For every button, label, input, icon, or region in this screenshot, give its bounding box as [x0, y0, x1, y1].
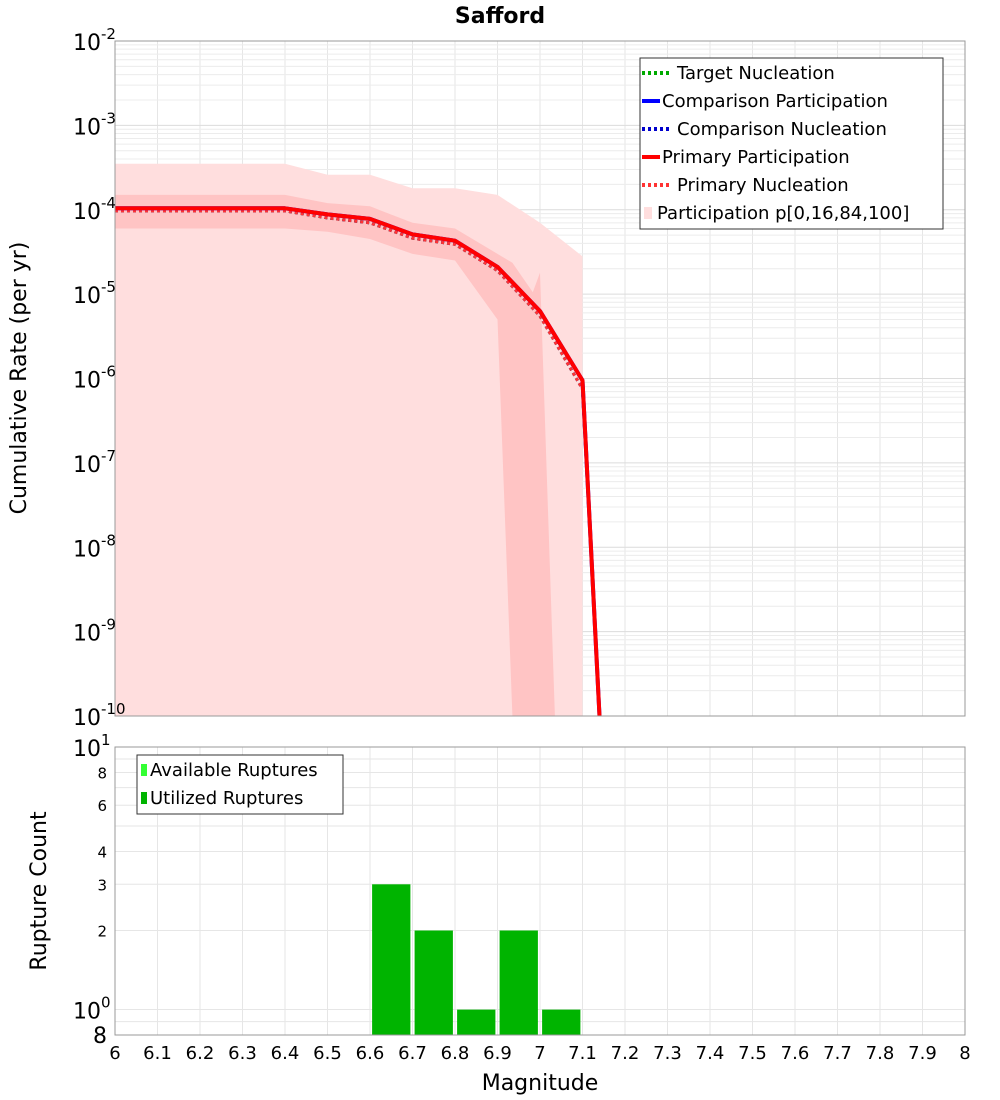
rate-y-tick-label: 10-5 [73, 278, 116, 309]
count-y-tick-label: 4 [97, 843, 107, 861]
rate-y-tick-exponent: -3 [101, 109, 116, 127]
rate-chart: Safford 10-210-310-410-510-610-710-810-9… [7, 4, 966, 731]
rate-y-ticks: 10-210-310-410-510-610-710-810-910-10 [73, 25, 126, 731]
x-tick-label: 7.8 [866, 1043, 895, 1064]
rate-y-tick-exponent: -4 [101, 194, 116, 212]
legend-label: Target Nucleation [676, 63, 835, 84]
legend-label: Primary Nucleation [677, 175, 849, 196]
count-x-ticks: 6 6.1 6.2 6.3 6.4 6.5 6.6 6.7 6.8 6.9 7 7.1 7.2 7.3 7.… [109, 1043, 970, 1064]
participation-band-outer [115, 163, 604, 717]
x-tick-label: 6.4 [271, 1043, 300, 1064]
series-line-primary-participation [115, 206, 602, 717]
rate-y-tick-exponent: -9 [101, 616, 116, 634]
count-y-tick-label: 3 [97, 876, 107, 894]
rate-y-tick-base: 10 [73, 200, 101, 225]
count-y-tick-label: 2 [97, 923, 107, 941]
rate-y-tick-base: 10 [73, 453, 101, 478]
rate-y-tick-base: 10 [73, 537, 101, 562]
legend-swatch-available-ruptures [141, 764, 147, 776]
rate-y-tick-base: 10 [73, 706, 101, 731]
x-tick-label: 7.2 [611, 1043, 640, 1064]
count-y-tick-label: 8 [97, 764, 107, 782]
count-y-tick-power-label: 100 [73, 994, 111, 1025]
legend-label: Available Ruptures [150, 760, 318, 781]
x-tick-label: 8 [959, 1043, 970, 1064]
rate-y-tick-exponent: -2 [101, 25, 116, 43]
bar-utilized-ruptures [542, 1009, 581, 1035]
rate-plot-frame [114, 40, 966, 717]
rate-y-tick-label: 10-6 [73, 363, 116, 394]
rate-y-tick-label: 10-4 [73, 194, 116, 225]
x-tick-label: 7.1 [568, 1043, 597, 1064]
x-tick-label: 6.1 [143, 1043, 172, 1064]
rate-y-tick-base: 10 [73, 284, 101, 309]
legend-label: Participation p[0,16,84,100] [657, 203, 909, 224]
count-plot-frame [114, 746, 966, 1036]
legend-label: Primary Participation [662, 147, 850, 168]
participation-band-inner [115, 194, 583, 716]
rate-y-tick-exponent: -10 [101, 700, 126, 718]
count-y-tick-exponent: 1 [101, 731, 111, 749]
count-y-tick-base: 10 [73, 1000, 101, 1025]
rate-y-axis-label: Cumulative Rate (per yr) [7, 242, 32, 515]
rate-y-tick-exponent: -6 [101, 363, 116, 381]
chart-title: Safford [455, 4, 545, 29]
rate-y-tick-label: 10-9 [73, 616, 116, 647]
legend-swatch-participation-band [644, 207, 652, 219]
count-bars [372, 884, 581, 1035]
x-tick-label: 6 [109, 1043, 120, 1064]
x-tick-label: 7.7 [823, 1043, 852, 1064]
rate-y-tick-exponent: -8 [101, 531, 116, 549]
count-y-tick-power-label: 101 [73, 731, 111, 762]
count-y-tick-base: 10 [73, 737, 101, 762]
bar-utilized-ruptures [372, 884, 411, 1035]
legend-label: Comparison Nucleation [677, 119, 887, 140]
rate-y-tick-base: 10 [73, 31, 101, 56]
series-line-primary-nucleation [115, 209, 601, 717]
x-tick-label: 6.2 [186, 1043, 215, 1064]
rate-y-tick-label: 10-10 [73, 700, 126, 731]
rate-legend-box [639, 57, 944, 230]
legend-swatch-utilized-ruptures [141, 792, 147, 804]
x-tick-label: 6.5 [313, 1043, 342, 1064]
rate-y-tick-exponent: -7 [101, 447, 116, 465]
count-legend-box [136, 754, 344, 815]
rate-y-tick-base: 10 [73, 115, 101, 140]
count-y-axis-label: Rupture Count [27, 811, 52, 971]
bar-utilized-ruptures [414, 930, 453, 1035]
rate-y-tick-base: 10 [73, 622, 101, 647]
x-tick-label: 6.9 [483, 1043, 512, 1064]
rate-y-tick-label: 10-7 [73, 447, 116, 478]
x-tick-label: 6.3 [228, 1043, 257, 1064]
bar-utilized-ruptures [499, 930, 538, 1035]
rate-y-tick-label: 10-2 [73, 25, 116, 56]
bar-utilized-ruptures [457, 1009, 496, 1035]
rate-legend: Target Nucleation Comparison Participatio… [639, 57, 944, 230]
count-y-tick-exponent: 0 [101, 994, 111, 1012]
participation-bands [115, 163, 604, 717]
x-tick-label: 6.8 [441, 1043, 470, 1064]
count-legend: Available Ruptures Utilized Ruptures [136, 754, 344, 815]
rate-y-tick-exponent: -5 [101, 278, 116, 296]
x-tick-label: 7.4 [696, 1043, 725, 1064]
x-tick-label: 7.6 [781, 1043, 810, 1064]
x-tick-label: 7.9 [908, 1043, 937, 1064]
x-tick-label: 6.6 [356, 1043, 385, 1064]
rate-y-tick-label: 10-3 [73, 109, 116, 140]
x-tick-label: 7 [534, 1043, 545, 1064]
count-y-tick-label: 8 [93, 1024, 107, 1049]
x-tick-label: 7.3 [653, 1043, 682, 1064]
rate-series [115, 206, 602, 717]
x-tick-label: 7.5 [738, 1043, 767, 1064]
x-axis-label: Magnitude [482, 1071, 599, 1096]
legend-label: Comparison Participation [662, 91, 888, 112]
count-y-tick-label: 6 [97, 797, 107, 815]
legend-label: Utilized Ruptures [150, 788, 303, 809]
rate-y-tick-label: 10-8 [73, 531, 116, 562]
rate-y-tick-base: 10 [73, 369, 101, 394]
x-tick-label: 6.7 [398, 1043, 427, 1064]
